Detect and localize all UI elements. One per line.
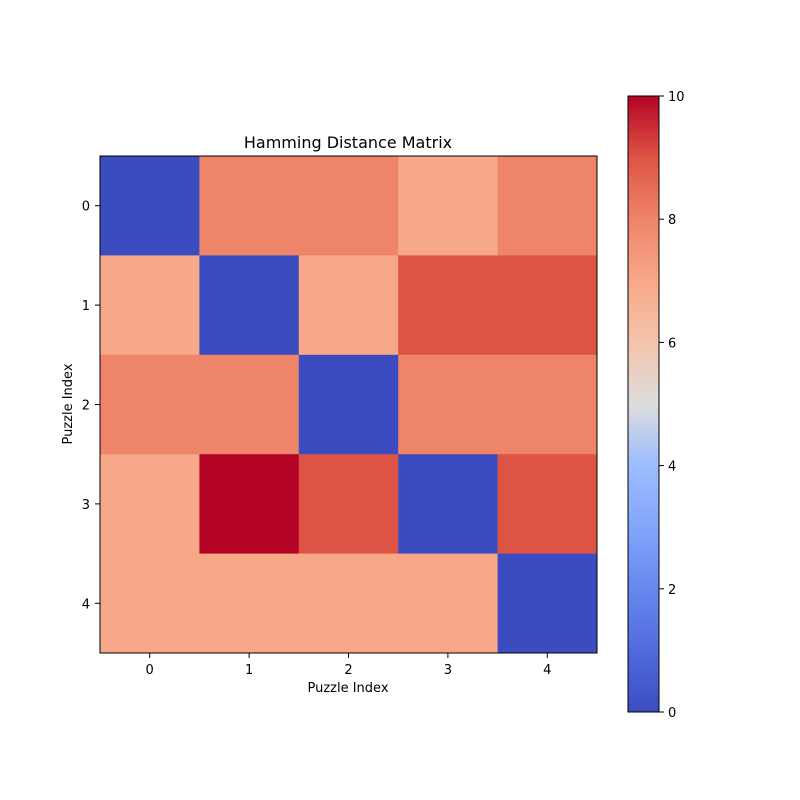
heatmap-cell-0-0 [100, 156, 200, 256]
colorbar-tick-label: 4 [668, 460, 676, 475]
heatmap-cell-0-1 [199, 156, 300, 256]
heatmap-cell-4-4 [497, 553, 598, 654]
heatmap-cell-2-3 [398, 354, 499, 455]
colorbar-tick-label: 8 [668, 213, 676, 228]
y-tick-label: 4 [82, 597, 90, 612]
heatmap-cell-3-0 [100, 454, 200, 555]
chart-title: Hamming Distance Matrix [244, 133, 452, 152]
x-tick-label: 1 [245, 663, 253, 678]
heatmap-cell-3-3 [398, 454, 499, 555]
heatmap-cell-4-0 [100, 553, 200, 654]
heatmap-cell-1-4 [497, 255, 598, 356]
y-tick-label: 1 [82, 299, 90, 314]
heatmap-cell-1-2 [298, 255, 399, 356]
y-tick-label: 3 [82, 498, 90, 513]
heatmap-cell-2-2 [298, 354, 399, 455]
heatmap-cell-1-3 [398, 255, 499, 356]
y-tick-label: 2 [82, 399, 90, 414]
colorbar-tick-label: 10 [668, 90, 685, 105]
y-axis-ticks: 0 1 2 3 4 [82, 200, 100, 612]
colorbar-tick-label: 2 [668, 583, 676, 598]
y-axis-label: Puzzle Index [61, 363, 76, 444]
heatmap-cell-0-3 [398, 156, 499, 256]
heatmap-cell-0-2 [298, 156, 399, 256]
heatmap-cell-2-4 [497, 354, 598, 455]
x-axis-label: Puzzle Index [307, 681, 388, 696]
x-axis-ticks: 0 1 2 3 4 [146, 653, 551, 678]
heatmap-cell-3-4 [497, 454, 598, 555]
heatmap-cells [100, 156, 598, 654]
heatmap-cell-2-1 [199, 354, 300, 455]
x-tick-label: 3 [444, 663, 452, 678]
heatmap-cell-4-3 [398, 553, 499, 654]
x-tick-label: 0 [146, 663, 154, 678]
heatmap-cell-3-2 [298, 454, 399, 555]
heatmap-cell-0-4 [497, 156, 598, 256]
colorbar-ticks: 0 2 4 6 8 10 [659, 90, 685, 721]
colorbar-tick-label: 6 [668, 336, 676, 351]
colorbar-tick-label: 0 [668, 706, 676, 721]
heatmap-cell-2-0 [100, 354, 200, 455]
heatmap-cell-4-2 [298, 553, 399, 654]
colorbar [627, 95, 660, 713]
heatmap-cell-1-0 [100, 255, 200, 356]
heatmap-cell-3-1 [199, 454, 300, 555]
y-tick-label: 0 [82, 200, 90, 215]
x-tick-label: 4 [543, 663, 551, 678]
heatmap-cell-1-1 [199, 255, 300, 356]
x-tick-label: 2 [344, 663, 352, 678]
heatmap-cell-4-1 [199, 553, 300, 654]
